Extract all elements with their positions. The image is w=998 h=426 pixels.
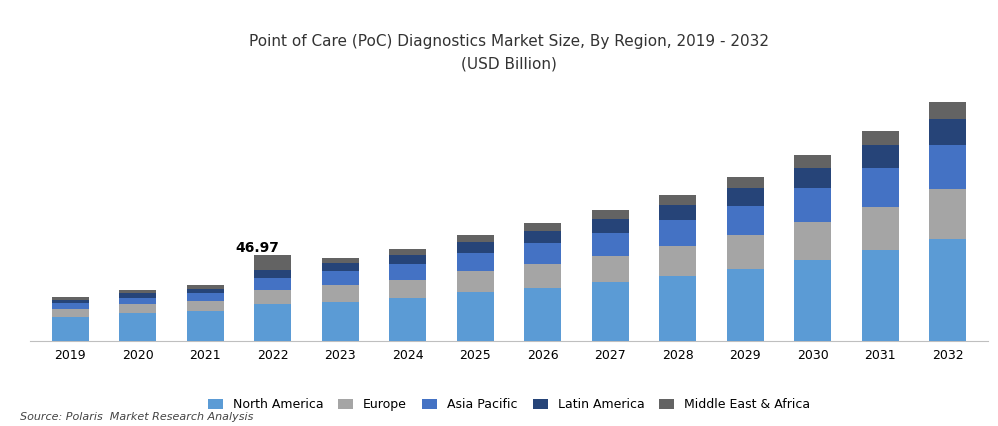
Bar	[389, 279, 426, 298]
Bar	[321, 302, 359, 341]
Bar	[794, 168, 831, 188]
Bar	[321, 263, 359, 271]
Bar	[524, 243, 561, 264]
Bar	[120, 294, 157, 298]
Text: 46.97: 46.97	[236, 241, 279, 255]
Bar	[187, 311, 224, 341]
Bar	[929, 239, 966, 341]
Bar	[861, 168, 898, 207]
Bar	[187, 301, 224, 311]
Bar	[592, 256, 629, 282]
Bar	[120, 304, 157, 314]
Bar	[52, 317, 89, 341]
Bar	[254, 255, 291, 270]
Bar	[321, 258, 359, 263]
Legend: North America, Europe, Asia Pacific, Latin America, Middle East & Africa: North America, Europe, Asia Pacific, Lat…	[203, 393, 815, 416]
Bar	[457, 253, 494, 271]
Bar	[321, 285, 359, 302]
Bar	[861, 131, 898, 145]
Bar	[794, 188, 831, 222]
Bar	[659, 246, 697, 276]
Bar	[524, 231, 561, 243]
Bar	[321, 271, 359, 285]
Bar	[389, 298, 426, 341]
Bar	[389, 255, 426, 264]
Bar	[254, 278, 291, 290]
Text: Source: Polaris  Market Research Analysis: Source: Polaris Market Research Analysis	[20, 412, 253, 422]
Bar	[389, 249, 426, 255]
Bar	[592, 233, 629, 256]
Bar	[120, 314, 157, 341]
Bar	[929, 189, 966, 239]
Bar	[929, 119, 966, 145]
Bar	[592, 282, 629, 341]
Bar	[929, 145, 966, 189]
Bar	[389, 264, 426, 279]
Bar	[52, 303, 89, 309]
Bar	[52, 309, 89, 317]
Bar	[727, 235, 763, 269]
Bar	[457, 292, 494, 341]
Bar	[727, 206, 763, 235]
Bar	[727, 269, 763, 341]
Bar	[727, 188, 763, 206]
Bar	[524, 223, 561, 231]
Bar	[187, 294, 224, 301]
Bar	[457, 235, 494, 242]
Bar	[254, 270, 291, 278]
Bar	[457, 271, 494, 292]
Bar	[794, 260, 831, 341]
Bar	[592, 210, 629, 219]
Bar	[187, 285, 224, 289]
Title: Point of Care (PoC) Diagnostics Market Size, By Region, 2019 - 2032
(USD Billion: Point of Care (PoC) Diagnostics Market S…	[249, 35, 769, 72]
Bar	[659, 276, 697, 341]
Bar	[52, 297, 89, 300]
Bar	[52, 300, 89, 303]
Bar	[659, 195, 697, 205]
Bar	[457, 242, 494, 253]
Bar	[187, 289, 224, 294]
Bar	[524, 288, 561, 341]
Bar	[794, 222, 831, 260]
Bar	[929, 102, 966, 119]
Bar	[120, 298, 157, 304]
Bar	[861, 250, 898, 341]
Bar	[592, 219, 629, 233]
Bar	[254, 304, 291, 341]
Bar	[524, 264, 561, 288]
Bar	[727, 177, 763, 188]
Bar	[861, 207, 898, 250]
Bar	[659, 205, 697, 220]
Bar	[794, 155, 831, 168]
Bar	[254, 290, 291, 304]
Bar	[120, 290, 157, 294]
Bar	[659, 220, 697, 246]
Bar	[861, 145, 898, 168]
